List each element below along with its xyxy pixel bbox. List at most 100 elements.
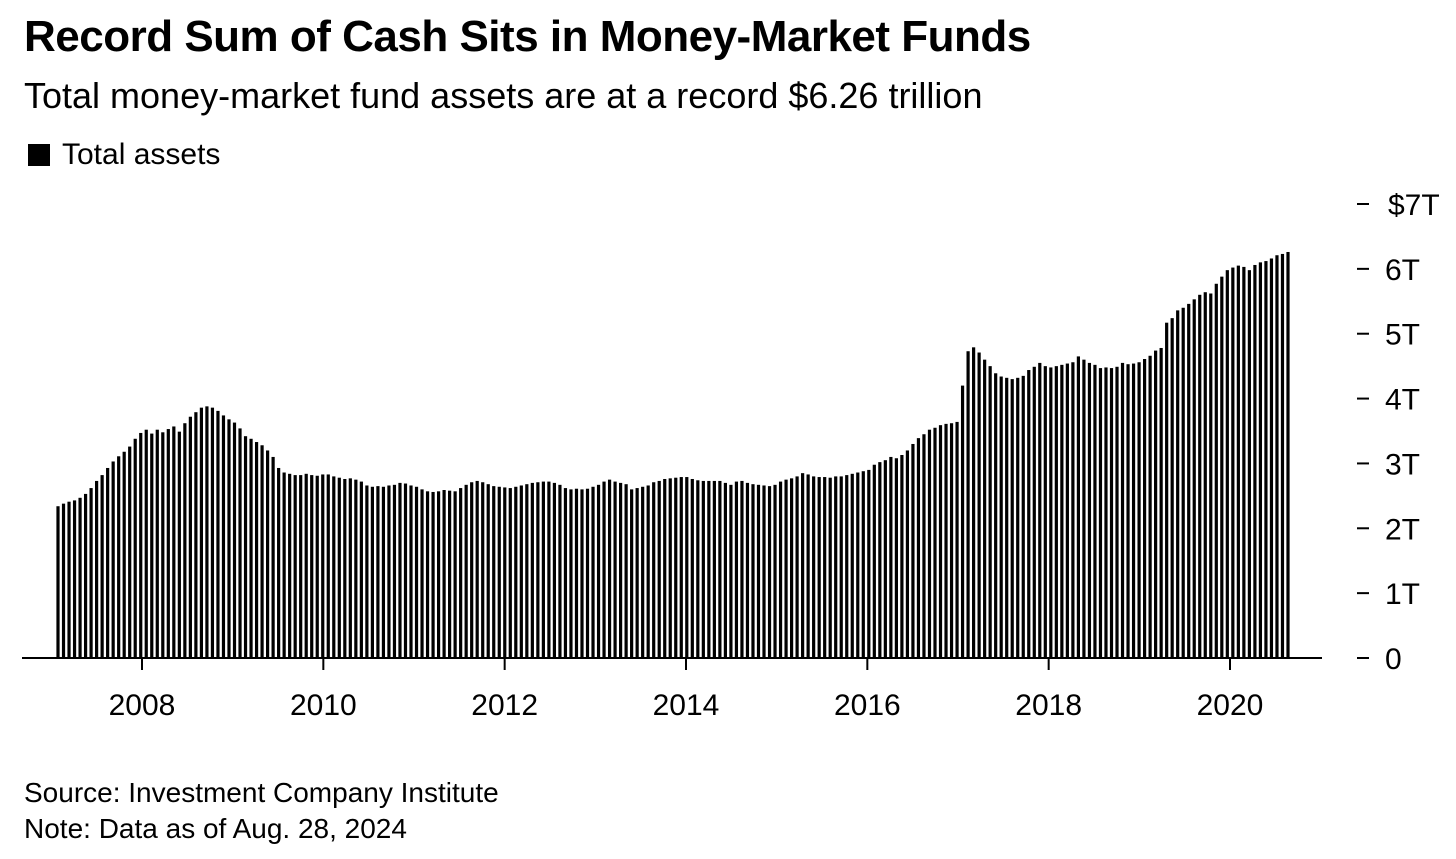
bar: [994, 373, 998, 658]
bar: [894, 458, 898, 658]
bar: [172, 426, 176, 658]
bar: [155, 429, 159, 658]
bar: [266, 450, 270, 658]
bar: [641, 486, 645, 658]
bar: [299, 475, 303, 658]
bar: [569, 489, 573, 658]
bar: [734, 481, 739, 658]
bar: [1269, 258, 1274, 658]
bar: [420, 489, 424, 658]
bar: [668, 478, 672, 658]
bar: [122, 451, 126, 658]
bar: [1093, 364, 1097, 658]
bar: [1154, 350, 1158, 658]
bar: [1038, 362, 1042, 658]
bar: [61, 503, 66, 658]
bar: [221, 415, 226, 658]
bar: [56, 506, 60, 658]
bar: [602, 481, 606, 658]
bar: [1236, 265, 1240, 658]
bar: [403, 483, 408, 658]
bar: [277, 467, 281, 658]
bar: [409, 485, 413, 658]
bar: [321, 474, 325, 658]
bar: [1247, 270, 1251, 658]
y-axis-ticks: 0 1T 2T 3T 4T 5T 6T $7T: [1357, 189, 1440, 676]
bar: [784, 479, 788, 658]
data-note: Note: Data as of Aug. 28, 2024: [24, 813, 407, 844]
bar: [889, 456, 893, 658]
bar: [1214, 283, 1218, 658]
y-tick-label: 0: [1385, 643, 1402, 676]
bar: [718, 480, 722, 658]
bar: [497, 486, 501, 658]
bar: [1165, 322, 1169, 658]
x-tick-label: 2014: [653, 689, 720, 722]
bar: [652, 482, 656, 658]
bar: [1258, 262, 1263, 658]
bar: [83, 493, 88, 658]
bar: [89, 488, 93, 658]
bar: [150, 433, 154, 658]
bar: [128, 446, 132, 658]
bar: [293, 475, 297, 658]
bar: [1148, 355, 1152, 658]
bar: [707, 480, 711, 658]
bar: [773, 484, 777, 658]
bar: [486, 484, 490, 658]
bar: [900, 455, 904, 658]
x-tick-label: 2010: [290, 689, 357, 722]
bar: [282, 472, 286, 658]
bar: [558, 484, 562, 658]
bar: [365, 485, 369, 658]
bar: [436, 491, 441, 658]
bar: [1109, 368, 1114, 658]
y-tick-label: 3T: [1385, 448, 1420, 481]
bar: [613, 481, 617, 658]
bar: [1060, 364, 1064, 658]
bar: [1131, 363, 1136, 658]
bar: [867, 469, 871, 658]
bar: [459, 488, 463, 658]
bar: [392, 484, 397, 658]
bar: [789, 478, 794, 658]
bar: [922, 434, 926, 658]
bar: [856, 472, 860, 658]
bar: [370, 486, 374, 658]
bar: [635, 488, 639, 658]
bar: [260, 445, 264, 658]
bar: [139, 432, 143, 658]
bar: [1142, 359, 1147, 658]
bar: [745, 482, 750, 658]
source-note: Source: Investment Company Institute: [24, 777, 499, 808]
bar: [999, 376, 1003, 658]
bar: [806, 474, 810, 658]
chart-subtitle: Total money-market fund assets are at a …: [24, 75, 983, 116]
legend: Total assets: [28, 138, 220, 172]
bar: [960, 385, 965, 658]
bar: [67, 501, 71, 658]
bar: [834, 476, 838, 658]
bar: [210, 407, 215, 658]
bar: [872, 464, 876, 658]
bar: [337, 477, 341, 658]
bar: [514, 486, 518, 658]
bar: [938, 425, 943, 658]
bar: [188, 416, 192, 658]
bar: [1098, 368, 1103, 658]
bar: [530, 482, 534, 658]
bar: [607, 479, 612, 658]
bar: [536, 482, 540, 658]
bar: [232, 422, 237, 658]
bar: [696, 480, 700, 658]
bar: [1071, 362, 1075, 658]
y-tick-label: 2T: [1385, 513, 1420, 546]
bar: [1198, 294, 1202, 658]
bar: [1104, 367, 1108, 658]
bar: [580, 489, 584, 658]
legend-label-total-assets: Total assets: [62, 138, 221, 171]
bar: [414, 486, 419, 658]
chart-title: Record Sum of Cash Sits in Money-Market …: [24, 12, 1031, 61]
bar: [845, 475, 849, 658]
bar: [1225, 270, 1229, 658]
